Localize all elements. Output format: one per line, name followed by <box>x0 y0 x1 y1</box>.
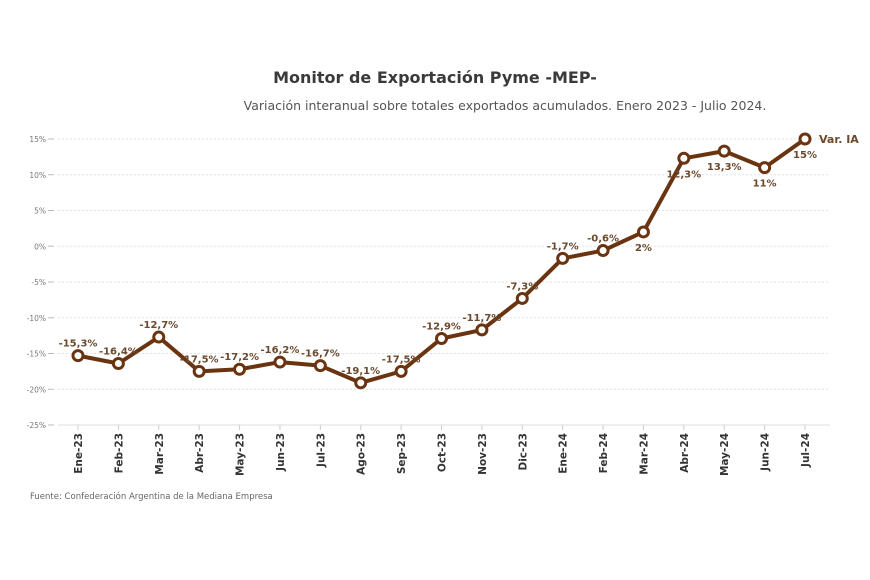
y-tick-label: 5% <box>34 207 46 216</box>
y-tick-label: 15% <box>29 135 46 144</box>
x-tick-label: Feb-23 <box>113 433 125 473</box>
x-tick-label: Jun-23 <box>275 433 287 472</box>
data-label: -1,7% <box>547 241 579 252</box>
data-label: -12,7% <box>139 320 178 331</box>
data-label: -0,6% <box>587 234 619 245</box>
x-tick-label: May-24 <box>719 433 731 476</box>
data-point <box>556 251 570 265</box>
data-label: 12,3% <box>666 169 701 180</box>
x-tick-label: Abr-23 <box>194 433 206 473</box>
y-axis: 15% 10% 5% 0% -5% -10% -15% -20% -25% <box>27 135 54 430</box>
data-point <box>636 225 650 239</box>
x-axis: Ene-23 Feb-23 Mar-23 Abr-23 May-23 Jun-23 Jul-… <box>58 424 830 476</box>
x-tick-label: Feb-24 <box>598 433 610 473</box>
chart-source: Fuente: Confederación Argentina de la Me… <box>30 492 273 502</box>
x-tick-label: Dic-23 <box>517 433 529 471</box>
series <box>71 132 812 390</box>
data-label: -17,5% <box>180 354 219 365</box>
data-label: -19,1% <box>341 366 380 377</box>
chart-title: Monitor de Exportación Pyme -MEP- <box>273 68 597 87</box>
y-tick-label: -20% <box>27 385 46 394</box>
x-tick-label: Jul-23 <box>315 433 327 468</box>
x-tick-label: May-23 <box>235 433 247 476</box>
data-point <box>273 355 287 369</box>
data-label: -7,3% <box>506 281 538 292</box>
y-tick-label: 10% <box>29 171 46 180</box>
data-point <box>71 349 85 363</box>
series-name-label: Var. IA <box>819 133 859 146</box>
data-point <box>192 364 206 378</box>
x-tick-label: Jul-24 <box>800 433 812 468</box>
x-tick-label: Sep-23 <box>396 433 408 474</box>
x-tick-label: Mar-23 <box>154 433 166 475</box>
data-point <box>354 376 368 390</box>
data-point <box>152 330 166 344</box>
data-label: -15,3% <box>59 339 98 350</box>
data-point <box>475 323 489 337</box>
data-point <box>394 364 408 378</box>
data-point <box>515 291 529 305</box>
data-label: -12,9% <box>422 321 461 332</box>
data-label: -16,2% <box>261 345 300 356</box>
x-tick-label: Abr-24 <box>679 433 691 473</box>
data-label: 13,3% <box>707 162 742 173</box>
y-tick-label: -10% <box>27 314 46 323</box>
data-label: -16,7% <box>301 349 340 360</box>
x-tick-label: Jun-24 <box>760 433 772 472</box>
data-point <box>313 359 327 373</box>
x-tick-label: Ago-23 <box>356 433 368 475</box>
data-point <box>233 362 247 376</box>
y-tick-label: -15% <box>27 350 46 359</box>
y-tick-label: -5% <box>31 278 46 287</box>
data-point <box>717 144 731 158</box>
y-tick-label: -25% <box>27 421 46 430</box>
x-tick-label: Nov-23 <box>477 433 489 475</box>
data-labels: -15,3%-16,4%-12,7%-17,5% -17,2%-16,2% -16,… <box>59 133 860 377</box>
data-point <box>435 331 448 345</box>
data-label: 11% <box>753 179 777 190</box>
data-point <box>758 161 772 175</box>
x-tick-label: Ene-23 <box>73 433 85 474</box>
grid <box>58 138 830 426</box>
data-label: -17,2% <box>220 352 259 363</box>
data-point <box>677 151 691 165</box>
chart-subtitle: Variación interanual sobre totales expor… <box>243 98 767 113</box>
x-tick-label: Ene-24 <box>558 433 570 474</box>
data-point <box>798 132 812 146</box>
data-point <box>596 244 610 258</box>
data-label: 15% <box>793 150 817 161</box>
data-label: -17,5% <box>382 354 421 365</box>
y-tick-label: 0% <box>34 242 46 251</box>
data-label: -16,4% <box>99 347 138 358</box>
data-label: -11,7% <box>462 313 501 324</box>
data-label: 2% <box>635 243 652 254</box>
x-tick-label: Mar-24 <box>638 433 650 475</box>
x-tick-label: Oct-23 <box>437 433 449 472</box>
data-point <box>111 357 125 371</box>
